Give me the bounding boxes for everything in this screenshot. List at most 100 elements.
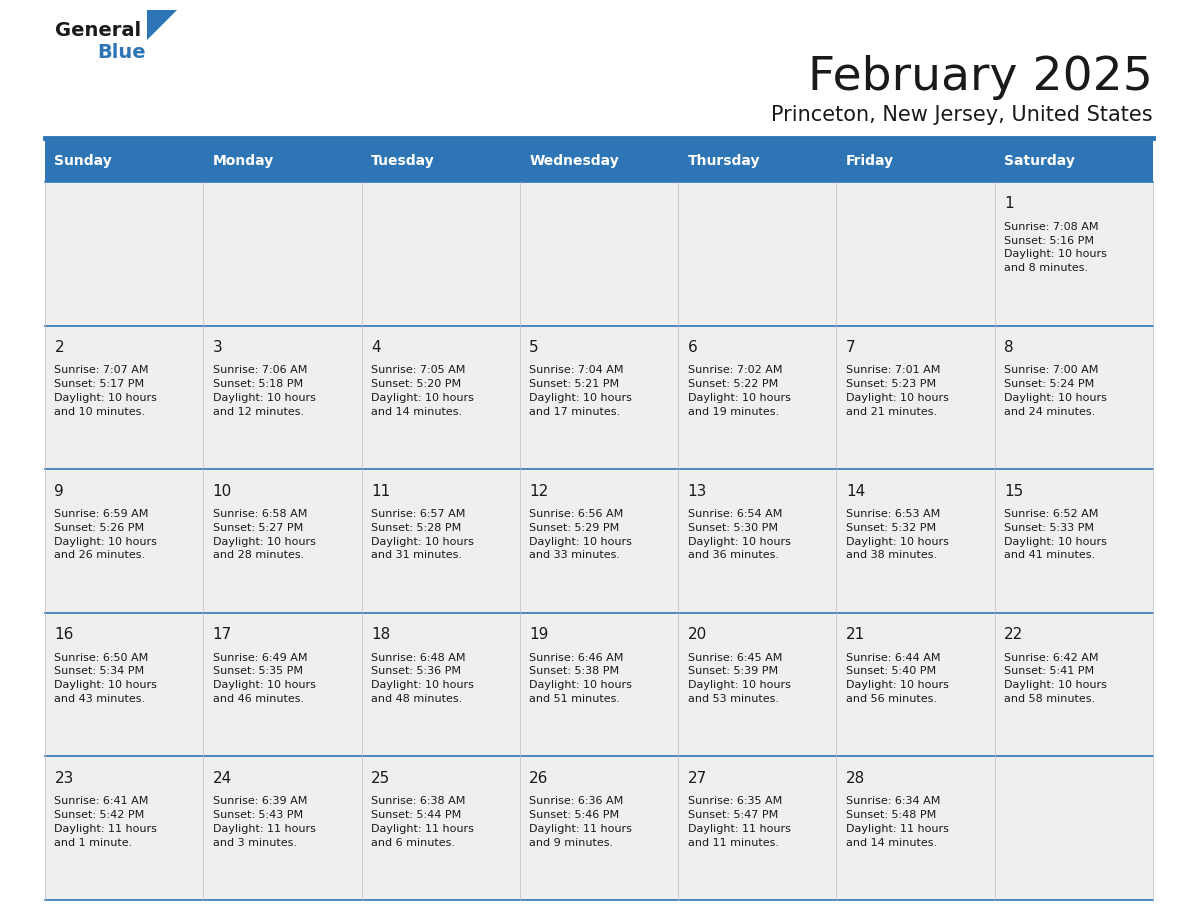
- Text: 2: 2: [55, 340, 64, 355]
- Text: Sunset: 5:41 PM: Sunset: 5:41 PM: [1004, 666, 1094, 677]
- Text: Sunrise: 6:46 AM: Sunrise: 6:46 AM: [530, 653, 624, 663]
- Text: Daylight: 10 hours: Daylight: 10 hours: [55, 393, 157, 403]
- Text: Friday: Friday: [846, 154, 895, 168]
- Text: Daylight: 10 hours: Daylight: 10 hours: [371, 680, 474, 690]
- Text: 22: 22: [1004, 627, 1023, 643]
- Text: Sunrise: 7:05 AM: Sunrise: 7:05 AM: [371, 365, 466, 375]
- Text: Sunrise: 7:04 AM: Sunrise: 7:04 AM: [530, 365, 624, 375]
- Text: Sunrise: 6:57 AM: Sunrise: 6:57 AM: [371, 509, 466, 519]
- Text: and 36 minutes.: and 36 minutes.: [688, 551, 778, 561]
- Text: 3: 3: [213, 340, 222, 355]
- Text: and 19 minutes.: and 19 minutes.: [688, 407, 779, 417]
- Text: Sunrise: 7:01 AM: Sunrise: 7:01 AM: [846, 365, 940, 375]
- Text: Blue: Blue: [97, 43, 146, 62]
- Text: Daylight: 11 hours: Daylight: 11 hours: [530, 823, 632, 834]
- Bar: [45, 182, 1154, 326]
- Text: Sunset: 5:34 PM: Sunset: 5:34 PM: [55, 666, 145, 677]
- Text: and 58 minutes.: and 58 minutes.: [1004, 694, 1095, 704]
- Text: Thursday: Thursday: [688, 154, 760, 168]
- Text: and 3 minutes.: and 3 minutes.: [213, 837, 297, 847]
- Text: 7: 7: [846, 340, 855, 355]
- Text: Sunrise: 6:53 AM: Sunrise: 6:53 AM: [846, 509, 940, 519]
- Text: Monday: Monday: [213, 154, 274, 168]
- Text: 19: 19: [530, 627, 549, 643]
- Text: 18: 18: [371, 627, 391, 643]
- Text: Sunrise: 6:49 AM: Sunrise: 6:49 AM: [213, 653, 308, 663]
- Bar: [45, 756, 1154, 900]
- Text: Daylight: 10 hours: Daylight: 10 hours: [530, 680, 632, 690]
- Text: 21: 21: [846, 627, 865, 643]
- Text: and 51 minutes.: and 51 minutes.: [530, 694, 620, 704]
- Text: Daylight: 10 hours: Daylight: 10 hours: [213, 680, 316, 690]
- Text: Daylight: 10 hours: Daylight: 10 hours: [371, 537, 474, 546]
- Text: Sunrise: 7:06 AM: Sunrise: 7:06 AM: [213, 365, 308, 375]
- Text: Sunset: 5:35 PM: Sunset: 5:35 PM: [213, 666, 303, 677]
- Text: Sunrise: 6:41 AM: Sunrise: 6:41 AM: [55, 796, 148, 806]
- Text: Sunset: 5:48 PM: Sunset: 5:48 PM: [846, 810, 936, 820]
- Text: Sunrise: 6:34 AM: Sunrise: 6:34 AM: [846, 796, 940, 806]
- Text: Daylight: 10 hours: Daylight: 10 hours: [55, 680, 157, 690]
- Text: Daylight: 10 hours: Daylight: 10 hours: [1004, 393, 1107, 403]
- Text: and 48 minutes.: and 48 minutes.: [371, 694, 462, 704]
- Text: Daylight: 10 hours: Daylight: 10 hours: [846, 537, 949, 546]
- Text: Sunset: 5:28 PM: Sunset: 5:28 PM: [371, 523, 461, 532]
- Text: and 14 minutes.: and 14 minutes.: [846, 837, 937, 847]
- Text: Saturday: Saturday: [1004, 154, 1075, 168]
- Text: Sunset: 5:26 PM: Sunset: 5:26 PM: [55, 523, 145, 532]
- Text: 13: 13: [688, 484, 707, 498]
- Text: and 46 minutes.: and 46 minutes.: [213, 694, 304, 704]
- Text: and 12 minutes.: and 12 minutes.: [213, 407, 304, 417]
- Text: Sunset: 5:32 PM: Sunset: 5:32 PM: [846, 523, 936, 532]
- Text: 24: 24: [213, 771, 232, 786]
- Text: Daylight: 10 hours: Daylight: 10 hours: [1004, 537, 1107, 546]
- Bar: [45, 140, 1154, 182]
- Text: Sunset: 5:29 PM: Sunset: 5:29 PM: [530, 523, 620, 532]
- Text: and 8 minutes.: and 8 minutes.: [1004, 263, 1088, 274]
- Text: 28: 28: [846, 771, 865, 786]
- Text: Sunset: 5:21 PM: Sunset: 5:21 PM: [530, 379, 619, 389]
- Text: Daylight: 10 hours: Daylight: 10 hours: [846, 393, 949, 403]
- Text: 9: 9: [55, 484, 64, 498]
- Text: and 26 minutes.: and 26 minutes.: [55, 551, 146, 561]
- Text: and 53 minutes.: and 53 minutes.: [688, 694, 778, 704]
- Text: and 31 minutes.: and 31 minutes.: [371, 551, 462, 561]
- Text: Daylight: 11 hours: Daylight: 11 hours: [213, 823, 316, 834]
- Text: Daylight: 11 hours: Daylight: 11 hours: [688, 823, 790, 834]
- Text: 14: 14: [846, 484, 865, 498]
- Text: 20: 20: [688, 627, 707, 643]
- Text: Sunset: 5:27 PM: Sunset: 5:27 PM: [213, 523, 303, 532]
- Text: and 56 minutes.: and 56 minutes.: [846, 694, 937, 704]
- Text: 26: 26: [530, 771, 549, 786]
- Bar: [45, 613, 1154, 756]
- Bar: [45, 469, 1154, 613]
- Text: Daylight: 10 hours: Daylight: 10 hours: [688, 393, 790, 403]
- Text: and 28 minutes.: and 28 minutes.: [213, 551, 304, 561]
- Text: and 24 minutes.: and 24 minutes.: [1004, 407, 1095, 417]
- Text: 27: 27: [688, 771, 707, 786]
- Text: and 9 minutes.: and 9 minutes.: [530, 837, 613, 847]
- Text: Sunset: 5:17 PM: Sunset: 5:17 PM: [55, 379, 145, 389]
- Text: Sunrise: 6:58 AM: Sunrise: 6:58 AM: [213, 509, 308, 519]
- Text: Daylight: 10 hours: Daylight: 10 hours: [213, 393, 316, 403]
- Text: February 2025: February 2025: [808, 55, 1154, 100]
- Text: Daylight: 10 hours: Daylight: 10 hours: [371, 393, 474, 403]
- Text: 12: 12: [530, 484, 549, 498]
- Text: Daylight: 10 hours: Daylight: 10 hours: [213, 537, 316, 546]
- Text: 10: 10: [213, 484, 232, 498]
- Text: Daylight: 10 hours: Daylight: 10 hours: [688, 680, 790, 690]
- Text: Daylight: 11 hours: Daylight: 11 hours: [371, 823, 474, 834]
- Text: Sunset: 5:39 PM: Sunset: 5:39 PM: [688, 666, 778, 677]
- Text: Sunset: 5:33 PM: Sunset: 5:33 PM: [1004, 523, 1094, 532]
- Text: and 1 minute.: and 1 minute.: [55, 837, 133, 847]
- Text: Wednesday: Wednesday: [530, 154, 619, 168]
- Text: Sunset: 5:16 PM: Sunset: 5:16 PM: [1004, 236, 1094, 246]
- Bar: [45, 326, 1154, 469]
- Text: Sunset: 5:20 PM: Sunset: 5:20 PM: [371, 379, 461, 389]
- Text: and 41 minutes.: and 41 minutes.: [1004, 551, 1095, 561]
- Text: and 6 minutes.: and 6 minutes.: [371, 837, 455, 847]
- Text: Sunrise: 6:39 AM: Sunrise: 6:39 AM: [213, 796, 308, 806]
- Text: Sunrise: 6:45 AM: Sunrise: 6:45 AM: [688, 653, 782, 663]
- Text: Sunset: 5:43 PM: Sunset: 5:43 PM: [213, 810, 303, 820]
- Text: 5: 5: [530, 340, 539, 355]
- Text: 25: 25: [371, 771, 391, 786]
